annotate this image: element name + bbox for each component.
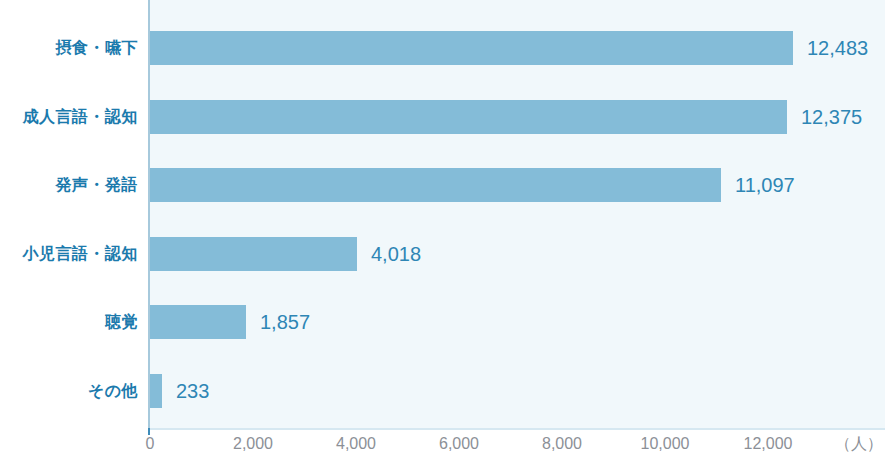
value-label: 12,483 <box>807 38 868 58</box>
x-tick-label: 12,000 <box>744 436 793 452</box>
x-tick-label: 0 <box>146 436 155 452</box>
category-label: 聴覚 <box>0 314 138 330</box>
bar <box>150 100 787 134</box>
category-label: 摂食・嚥下 <box>0 40 138 56</box>
x-tick-label: 2,000 <box>233 436 273 452</box>
x-tick-label: 10,000 <box>641 436 690 452</box>
category-label: 発声・発語 <box>0 177 138 193</box>
x-axis-zero-tick <box>148 428 150 435</box>
value-label: 233 <box>176 381 209 401</box>
bar <box>150 374 162 408</box>
bar-chart: 摂食・嚥下 12,483 成人言語・認知 12,375 発声・発語 11,097 小児言語・… <box>0 0 885 458</box>
x-tick-label: 6,000 <box>439 436 479 452</box>
category-label: 成人言語・認知 <box>0 109 138 125</box>
value-label: 11,097 <box>735 175 795 195</box>
bar <box>150 237 357 271</box>
x-tick-label: 8,000 <box>542 436 582 452</box>
x-tick-label: 4,000 <box>336 436 376 452</box>
value-label: 1,857 <box>260 312 310 332</box>
bar <box>150 31 793 65</box>
category-label: 小児言語・認知 <box>0 246 138 262</box>
bar <box>150 168 721 202</box>
x-axis-unit-label: （人） <box>835 436 883 452</box>
bar <box>150 305 246 339</box>
category-label: その他 <box>0 383 138 399</box>
value-label: 12,375 <box>801 107 862 127</box>
value-label: 4,018 <box>371 244 421 264</box>
